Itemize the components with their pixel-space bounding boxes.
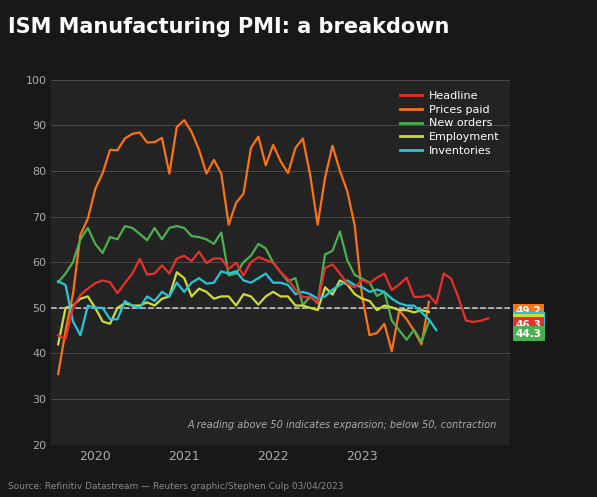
Text: ISM Manufacturing PMI: a breakdown: ISM Manufacturing PMI: a breakdown	[8, 17, 449, 37]
Text: Source: Refinitiv Datastream — Reuters graphic/Stephen Culp 03/04/2023: Source: Refinitiv Datastream — Reuters g…	[8, 482, 343, 491]
Text: 49.2: 49.2	[516, 307, 541, 317]
Text: 46.3: 46.3	[516, 320, 542, 330]
Text: 44.3: 44.3	[516, 329, 542, 339]
Text: 46.9: 46.9	[516, 317, 541, 327]
Text: A reading above 50 indicates expansion; below 50, contraction: A reading above 50 indicates expansion; …	[187, 420, 497, 430]
Legend: Headline, Prices paid, New orders, Employment, Inventories: Headline, Prices paid, New orders, Emplo…	[394, 85, 505, 162]
Text: 47.5: 47.5	[516, 314, 542, 324]
